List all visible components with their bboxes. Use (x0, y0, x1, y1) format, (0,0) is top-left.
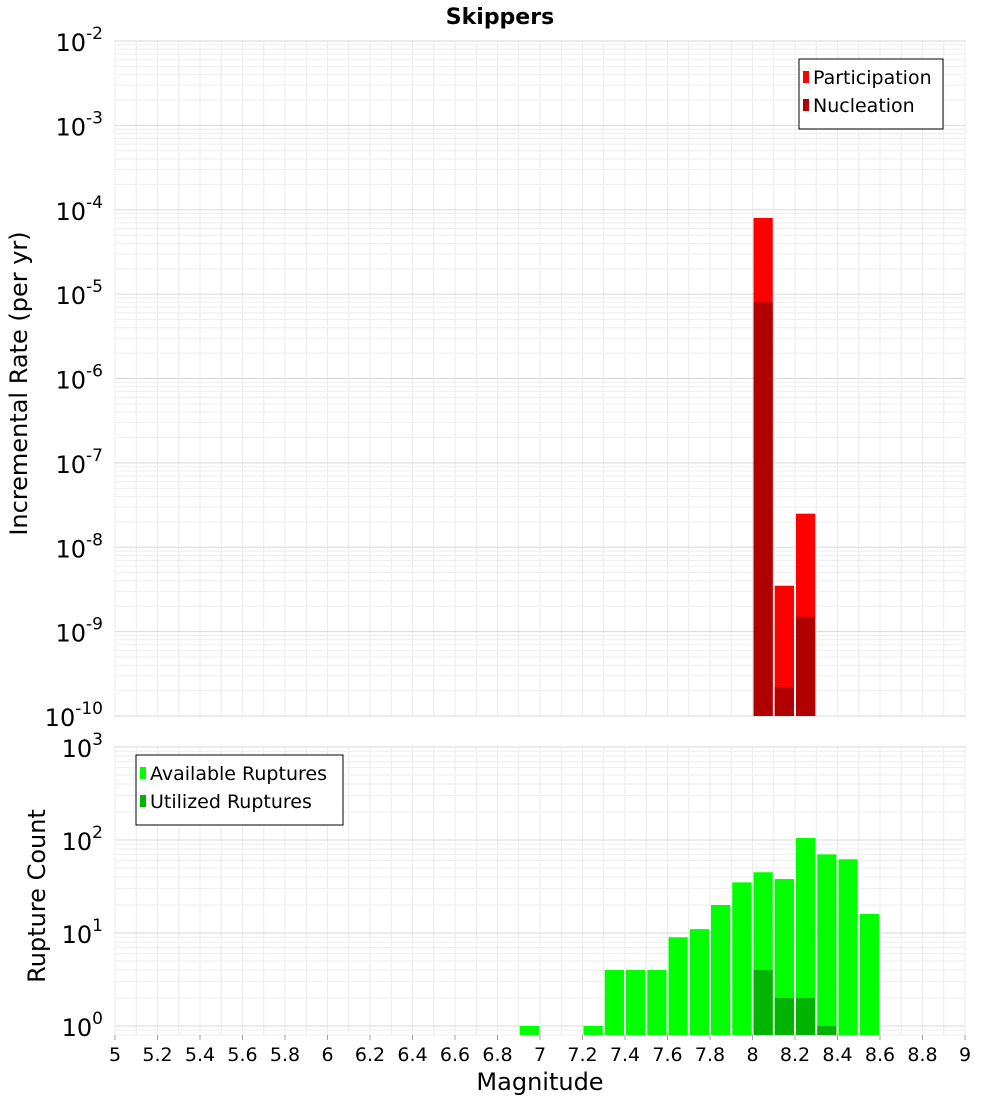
count-utilized-ruptures-bar (817, 1025, 837, 1035)
count-utilized-ruptures-bar (753, 969, 773, 1035)
x-tick-label: 5.4 (185, 1044, 215, 1066)
x-tick-label: 8.8 (907, 1044, 937, 1066)
y-tick-label: 10-7 (56, 446, 104, 479)
count-available-ruptures-bar (732, 882, 752, 1035)
legend-swatch (803, 99, 809, 111)
count-bars (519, 838, 879, 1035)
y-tick-label: 10-6 (56, 362, 104, 395)
legend-swatch (140, 767, 146, 779)
x-ticks: 5 5.2 5.4 5.6 5.8 6 6.2 6.4 6.6 6.8 7 7.2 7.4 7.6 7.8 8… (109, 1035, 971, 1066)
count-available-ruptures-bar (647, 969, 667, 1035)
x-tick-label: 6 (321, 1044, 333, 1066)
count-available-ruptures-bar (604, 969, 624, 1035)
count-available-ruptures-bar (796, 838, 816, 1035)
y-tick-label: 10-9 (56, 615, 104, 648)
count-plot: 100 101 102 103 Available Ruptures Utilized … (23, 730, 966, 1042)
count-available-ruptures-bar (838, 859, 858, 1035)
x-tick-label: 7 (534, 1044, 546, 1066)
count-legend: Available Ruptures Utilized Ruptures (135, 754, 344, 826)
x-tick-label: 6.2 (355, 1044, 385, 1066)
legend-label: Utilized Ruptures (150, 791, 312, 813)
x-tick-label: 6.8 (482, 1044, 512, 1066)
x-tick-label: 8.2 (780, 1044, 810, 1066)
x-tick-label: 6.6 (440, 1044, 470, 1066)
legend-label: Nucleation (813, 95, 915, 117)
count-utilized-ruptures-bar (796, 997, 816, 1035)
x-tick-label: 7.2 (567, 1044, 597, 1066)
y-tick-label: 100 (62, 1009, 103, 1042)
count-y-ticks: 100 101 102 103 (62, 730, 103, 1042)
x-tick-label: 7.8 (695, 1044, 725, 1066)
rate-legend: Participation Nucleation (798, 58, 944, 130)
x-tick-label: 5.8 (270, 1044, 300, 1066)
x-tick-label: 5.2 (142, 1044, 172, 1066)
legend-swatch (803, 71, 809, 83)
count-available-ruptures-bar (817, 854, 837, 1035)
y-tick-label: 10-5 (56, 277, 104, 310)
y-tick-label: 10-4 (56, 193, 104, 226)
legend-label: Participation (813, 67, 932, 89)
rate-nucleation-bar (753, 302, 773, 716)
rate-y-axis-label: Incremental Rate (per yr) (5, 231, 33, 535)
x-tick-label: 8 (746, 1044, 758, 1066)
count-available-ruptures-bar (689, 929, 709, 1035)
x-tick-label: 8.6 (865, 1044, 895, 1066)
legend-box (135, 754, 344, 826)
count-grid (114, 746, 966, 1036)
x-tick-label: 5 (109, 1044, 121, 1066)
rate-participation-bar (774, 585, 794, 716)
count-utilized-ruptures-bar (774, 997, 794, 1035)
x-tick-label: 7.6 (652, 1044, 682, 1066)
count-available-ruptures-bar (859, 914, 879, 1035)
count-available-ruptures-bar (711, 904, 731, 1035)
rate-nucleation-bar (796, 616, 816, 716)
rate-bars (753, 217, 816, 716)
x-tick-label: 5.6 (227, 1044, 257, 1066)
legend-box (798, 58, 944, 130)
legend-label: Available Ruptures (150, 763, 327, 785)
chart-title: Skippers (446, 5, 554, 30)
x-tick-label: 8.4 (822, 1044, 852, 1066)
count-available-ruptures-bar (519, 1025, 539, 1035)
y-tick-label: 103 (62, 730, 103, 763)
legend-swatch (140, 795, 146, 807)
rate-y-ticks: 10-10 10-9 10-8 10-7 10-6 10-5 10-4 10-3 10-2 (45, 24, 103, 732)
y-tick-label: 102 (62, 823, 103, 856)
rate-grid (114, 40, 966, 717)
x-tick-label: 7.4 (610, 1044, 640, 1066)
y-tick-label: 10-8 (56, 530, 104, 563)
count-available-ruptures-bar (626, 969, 646, 1035)
rate-plot: 10-10 10-9 10-8 10-7 10-6 10-5 10-4 10-3 10-2 Pa… (5, 24, 966, 732)
count-available-ruptures-bar (583, 1025, 603, 1035)
count-available-ruptures-bar (668, 937, 688, 1035)
count-y-axis-label: Rupture Count (23, 809, 51, 983)
y-tick-label: 10-10 (45, 699, 103, 732)
x-axis-label: Magnitude (476, 1068, 603, 1096)
y-tick-label: 10-2 (56, 24, 104, 57)
y-tick-label: 10-3 (56, 108, 104, 141)
x-tick-label: 9 (959, 1044, 971, 1066)
rate-nucleation-bar (774, 687, 794, 716)
count-available-ruptures-bar (774, 879, 794, 1035)
y-tick-label: 101 (62, 916, 103, 949)
x-tick-label: 6.4 (397, 1044, 427, 1066)
